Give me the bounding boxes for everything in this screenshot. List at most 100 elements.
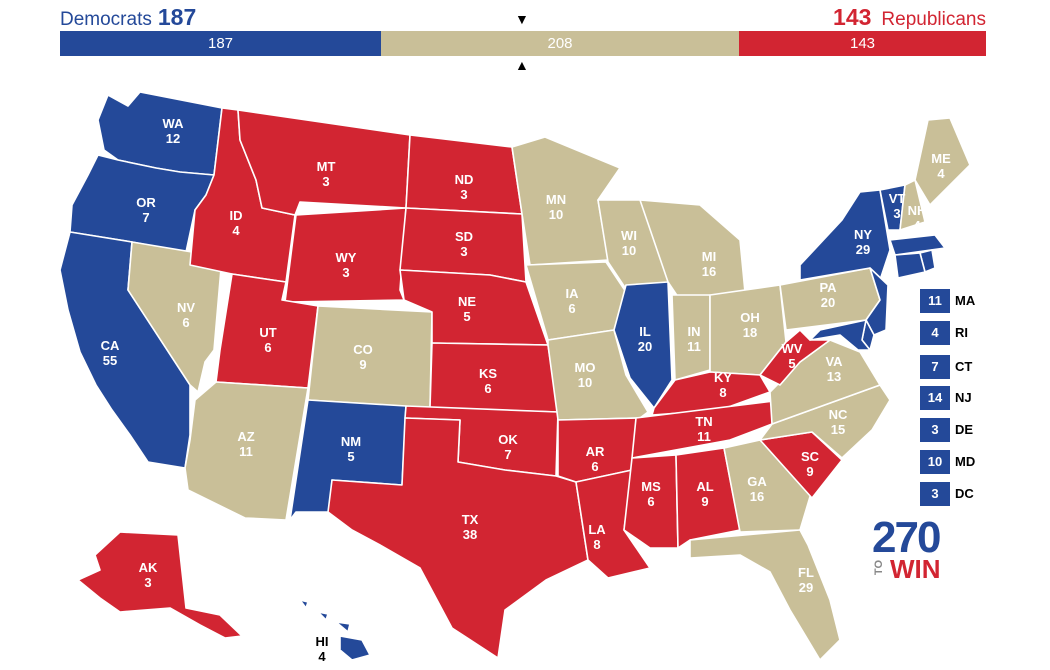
state-ev-tn: 11 [697, 429, 711, 444]
nj-ev-box[interactable]: 14 [920, 386, 950, 410]
state-label-wy: WY [336, 250, 357, 265]
state-ev-la: 8 [593, 537, 600, 552]
state-ev-sd: 3 [460, 244, 467, 259]
state-label-la: LA [588, 522, 606, 537]
state-ev-il: 20 [638, 339, 652, 354]
state-tx[interactable] [327, 417, 589, 659]
state-label-ar: AR [586, 444, 605, 459]
state-ev-sc: 9 [806, 464, 813, 479]
state-tn[interactable] [631, 399, 783, 459]
md-ev-box[interactable]: 10 [920, 450, 950, 474]
ri-ev-box[interactable]: 4 [920, 321, 950, 345]
state-label-mt: MT [317, 159, 336, 174]
state-ev-nm: 5 [347, 449, 354, 464]
state-ev-ca: 55 [103, 353, 117, 368]
nj-label: NJ [955, 390, 972, 405]
state-az[interactable] [184, 381, 309, 521]
state-nh[interactable] [899, 179, 926, 231]
logo-win: WIN [890, 554, 941, 584]
270towin-logo[interactable]: 270 TO WIN [872, 513, 948, 584]
democrats-count: 187 [157, 4, 197, 30]
state-ev-ia: 6 [568, 301, 575, 316]
state-label-id: ID [230, 208, 243, 223]
state-label-mo: MO [575, 360, 596, 375]
state-label-va: VA [825, 354, 843, 369]
state-wv[interactable] [759, 329, 831, 386]
state-label-tn: TN [695, 414, 712, 429]
state-label-in: IN [688, 324, 701, 339]
state-ev-mn: 10 [549, 207, 563, 222]
state-label-nh: NH [908, 203, 927, 218]
dem-bar-segment[interactable]: 187 [60, 31, 381, 56]
state-label-fl: FL [798, 565, 814, 580]
md-label: MD [955, 454, 976, 469]
state-label-ny: NY [854, 227, 872, 242]
state-label-wa: WA [163, 116, 185, 131]
ri-label: RI [955, 325, 968, 340]
rep-bar-segment[interactable]: 143 [739, 31, 986, 56]
state-ev-ne: 5 [463, 309, 470, 324]
de-ev-box[interactable]: 3 [920, 418, 950, 442]
state-ev-pa: 20 [821, 295, 835, 310]
state-nv[interactable] [127, 241, 223, 393]
state-ev-az: 11 [239, 444, 253, 459]
tossup-bar-segment[interactable]: 208 [381, 31, 739, 56]
state-label-ks: KS [479, 366, 497, 381]
state-md[interactable] [809, 319, 871, 351]
state-ev-wy: 3 [342, 265, 349, 280]
state-label-il: IL [639, 324, 651, 339]
state-label-me: ME [931, 151, 951, 166]
state-ev-ok: 7 [504, 447, 511, 462]
state-ms[interactable] [623, 454, 679, 549]
state-ev-mi: 16 [702, 264, 716, 279]
state-ev-wv: 5 [788, 356, 795, 371]
state-label-pa: PA [819, 280, 837, 295]
logo-to: TO [873, 560, 885, 576]
ma-ev-box[interactable]: 11 [920, 289, 950, 313]
state-ev-wa: 12 [166, 131, 180, 146]
state-ev-me: 4 [937, 166, 945, 181]
state-co[interactable] [307, 305, 433, 409]
state-ev-nd: 3 [460, 187, 467, 202]
state-me[interactable] [914, 117, 971, 206]
state-label-tx: TX [462, 512, 479, 527]
state-ct[interactable] [894, 252, 926, 279]
state-ga[interactable] [723, 439, 813, 533]
state-ev-nv: 6 [182, 315, 189, 330]
state-ev-oh: 18 [743, 325, 757, 340]
state-ev-ks: 6 [484, 381, 491, 396]
state-label-ga: GA [747, 474, 767, 489]
midpoint-marker-top: ▼ [515, 11, 529, 27]
state-al[interactable] [675, 447, 741, 549]
republicans-header: 143 Republicans [833, 4, 986, 31]
state-ev-ak: 3 [144, 575, 151, 590]
state-ev-ny: 29 [856, 242, 870, 257]
dc-label: DC [955, 486, 974, 501]
logo-number: 270 [872, 513, 941, 562]
state-label-ia: IA [566, 286, 580, 301]
ma-label: MA [955, 293, 976, 308]
state-wy[interactable] [284, 207, 407, 303]
state-ev-al: 9 [701, 494, 708, 509]
state-ny[interactable] [799, 189, 891, 281]
state-hi[interactable] [299, 599, 371, 661]
ct-ev-box[interactable]: 7 [920, 355, 950, 379]
state-label-al: AL [696, 479, 713, 494]
state-ev-va: 13 [827, 369, 841, 384]
state-nc[interactable] [759, 384, 891, 459]
state-label-ut: UT [259, 325, 276, 340]
dc-ev-box[interactable]: 3 [920, 482, 950, 506]
state-ev-mt: 3 [322, 174, 329, 189]
state-ev-fl: 29 [799, 580, 813, 595]
state-ma[interactable] [889, 234, 946, 256]
state-label-wv: WV [782, 341, 803, 356]
state-label-hi: HI [316, 634, 329, 649]
state-label-nc: NC [829, 407, 848, 422]
state-fl[interactable] [689, 529, 841, 661]
state-ev-ar: 6 [591, 459, 598, 474]
state-label-sd: SD [455, 229, 473, 244]
state-label-or: OR [136, 195, 156, 210]
state-ev-nc: 15 [831, 422, 845, 437]
state-ak[interactable] [77, 531, 243, 639]
